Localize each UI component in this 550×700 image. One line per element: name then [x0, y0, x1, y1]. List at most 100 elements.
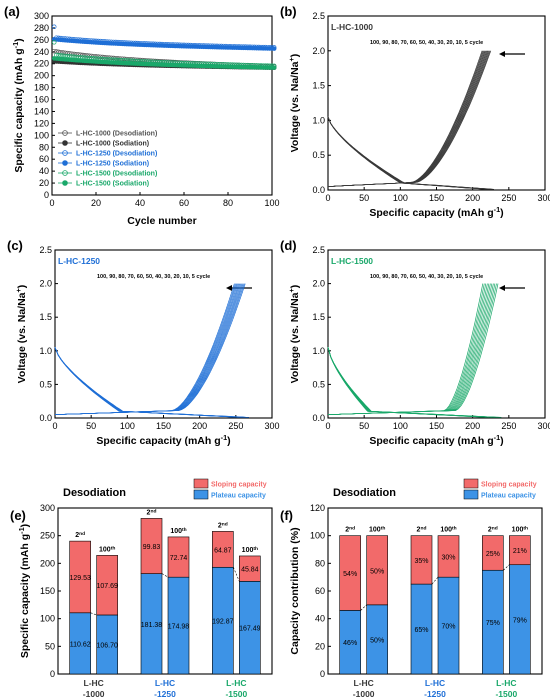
panel-f-plateau-value: 75% — [486, 620, 500, 627]
panel-c-label: (c) — [7, 238, 23, 253]
panel-a-y-tick-label: 0 — [44, 190, 49, 200]
panel-a-data-point — [71, 51, 77, 57]
panel-f-plateau-value: 46% — [343, 640, 357, 647]
panel-e-cycle-label: 2nd — [75, 531, 85, 540]
panel-e-plateau-value: 110.62 — [70, 641, 91, 648]
panel-b-y-tick-label: 2.5 — [312, 11, 325, 21]
panel-a-series — [51, 56, 277, 70]
panel-a-plot-frame — [51, 15, 273, 196]
panel-f-sloping-value: 30% — [441, 554, 455, 561]
panel-d-cycle-note: 100, 90, 80, 70, 60, 50, 40, 30, 20, 10,… — [370, 274, 483, 280]
panel-b-x-tick-label: 250 — [501, 193, 516, 203]
panel-f-cycle-label: 2nd — [488, 525, 498, 534]
panel-f-y-tick-label: 60 — [315, 586, 325, 596]
panel-c-x-tick-label: 0 — [52, 421, 57, 431]
panel-b-sodiation-curve — [327, 116, 489, 190]
panel-f-connector — [360, 604, 367, 611]
panel-f-group-label: L-HC — [425, 678, 445, 688]
panel-a-ylabel: Specific capacity (mAh g-1) — [11, 38, 26, 172]
panel-d-y-tick-label: 0.0 — [312, 413, 325, 423]
panel-b-label: (b) — [280, 4, 297, 19]
panel-a-data-point — [271, 46, 277, 51]
panel-f-group-label: L-HC — [496, 678, 516, 688]
panel-f-group-label: L-HC — [354, 678, 374, 688]
panel-e-connector — [161, 573, 169, 578]
panel-c-y-tick-label: 1.5 — [39, 312, 52, 322]
panel-d-x-tick-label: 100 — [393, 421, 408, 431]
panel-e-sloping-value: 129.53 — [69, 575, 91, 582]
panel-b-sodiation-curve — [327, 116, 487, 190]
panel-a-data-point — [69, 51, 75, 56]
panel-b-sodiation-curve — [327, 116, 490, 190]
panel-d-x-tick-label: 50 — [359, 421, 369, 431]
panel-f-cycle-label: 2nd — [345, 525, 355, 534]
panel-f-group-label: -1250 — [424, 689, 446, 699]
panel-f: 0 20 40 60 80 100 120 (f) Desodiation Capacity co… — [280, 478, 543, 699]
panel-b-y-tick-label: 2.0 — [312, 46, 325, 56]
panel-a-legend-marker — [62, 140, 68, 146]
panel-e-sloping-bar — [167, 536, 190, 578]
panel-e-plateau-value: 106.70 — [96, 642, 118, 649]
panel-f-sloping-bar — [366, 535, 388, 606]
panel-a-xlabel: Cycle number — [127, 215, 196, 227]
panel-a-label: (a) — [4, 4, 20, 19]
panel-b-sodiation-curve — [327, 116, 491, 190]
panel-b-x-tick-label: 200 — [465, 193, 480, 203]
panel-e-bar-group: 110.62 129.53 2nd 106.70 107.69 100th L-HC-100… — [69, 531, 118, 699]
panel-e-sloping-value: 107.69 — [96, 583, 118, 590]
panel-e-bar-group: 181.38 99.83 2nd 174.98 72.74 100th L-HC-1250 — [140, 508, 190, 699]
panel-e-legend-swatch-sloping — [193, 478, 209, 489]
panel-a-x-tick-label: 20 — [91, 198, 101, 208]
panel-e-group-label: -1250 — [154, 689, 176, 699]
panel-a-data-point — [76, 52, 81, 57]
panel-c-sodiation-curve — [54, 347, 248, 418]
panel-e-sloping-value: 45.84 — [241, 567, 259, 574]
panel-f-sloping-value: 21% — [513, 548, 527, 555]
panel-f-legend-swatch-sloping — [463, 478, 479, 489]
panel-d-x-tick-label: 200 — [465, 421, 480, 431]
panel-b: 0 50 100 150 200 250 300 0.0 0.5 1.0 1.5 2.0 2.5 (b) S… — [280, 4, 550, 219]
panel-a-legend-marker — [62, 130, 68, 136]
panel-b-desodiation-curve — [327, 50, 490, 187]
panel-f-plateau-value: 50% — [370, 637, 384, 644]
panel-d-curves — [327, 283, 502, 418]
panel-e-sloping-bar — [69, 540, 91, 614]
panel-f-plateau-value: 79% — [513, 617, 527, 624]
panel-c-arrow-head — [226, 285, 232, 291]
panel-e-connector — [233, 567, 240, 582]
panel-e-cycle-label: 100th — [242, 545, 258, 554]
panel-e-legend-sloping: Sloping capacity — [211, 482, 267, 489]
panel-a-legend-entry: L-HC-1250 (Sodiation) — [76, 161, 149, 168]
panel-f-y-tick-label: 40 — [315, 614, 325, 624]
panel-b-sodiation-curve — [327, 116, 495, 190]
panel-c-x-tick-label: 300 — [264, 421, 279, 431]
panel-a-y-tick-label: 140 — [34, 106, 49, 116]
panel-d-y-tick-label: 2.5 — [312, 245, 325, 255]
panel-c-y-tick-label: 2.0 — [39, 279, 52, 289]
panel-f-bar-group: 65% 35% 2nd 70% 30% 100th L-HC-1250 — [410, 525, 460, 699]
panel-f-sloping-value: 50% — [370, 568, 384, 575]
panel-d-arrow-head — [499, 285, 505, 291]
panel-a-x-tick-label: 0 — [49, 198, 54, 208]
panel-e-group-label: -1000 — [83, 689, 105, 699]
panel-a-y-tick-label: 20 — [39, 178, 49, 188]
panel-b-xlabel: Specific capacity (mAh g-1) — [369, 205, 503, 220]
panel-b-curves — [327, 50, 495, 190]
panel-a-legend-marker — [62, 160, 68, 166]
panel-d-y-tick-label: 0.5 — [312, 379, 325, 389]
panel-a-x-tick-label: 80 — [223, 198, 233, 208]
panel-e-y-tick-label: 200 — [40, 558, 55, 568]
panel-a-x-tick-label: 60 — [179, 198, 189, 208]
panel-d-sodiation-curve — [327, 347, 497, 418]
panel-f-legend-plateau: Plateau capacity — [481, 493, 536, 500]
panel-f-group-label: -1500 — [495, 689, 517, 699]
panel-a-y-tick-label: 80 — [39, 142, 49, 152]
panel-b-sodiation-curve — [327, 116, 494, 190]
panel-a-y-tick-label: 240 — [34, 47, 49, 57]
panel-f-plateau-value: 65% — [414, 627, 428, 634]
panel-a-y-tick-label: 260 — [34, 35, 49, 45]
panel-a-x-tick-label: 40 — [135, 198, 145, 208]
panel-e-y-tick-label: 0 — [50, 669, 55, 679]
panel-a-data-point — [62, 50, 68, 56]
